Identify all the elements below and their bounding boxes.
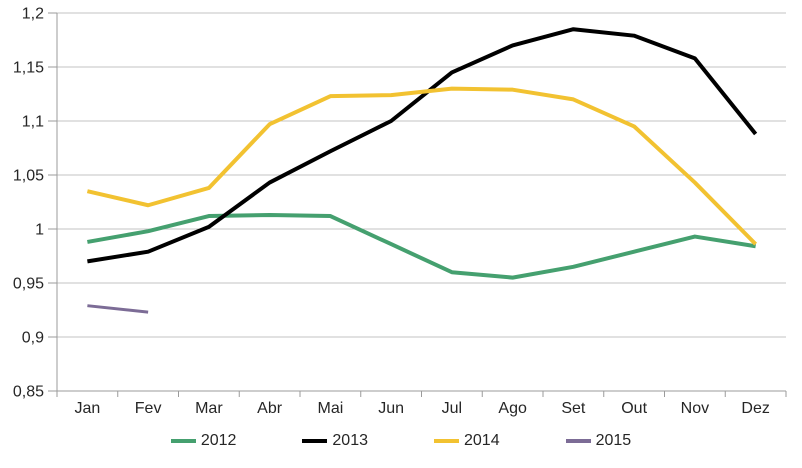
series-line-2015: [87, 304, 149, 314]
legend-label-2015: 2015: [595, 432, 632, 449]
legend-label-2014: 2014: [464, 432, 500, 449]
y-tick-label: 1,05: [13, 168, 44, 185]
x-tick-label: Jul: [442, 400, 462, 417]
plot-area: 1,2 1,15 1,1 1,05 1 0,95 0,9 0,85 Jan Fev Mar Abr Ma…: [13, 6, 787, 417]
series-line-2012: [87, 212, 756, 280]
legend-item-2013: 2013: [302, 431, 368, 451]
legend-item-2014: 2014: [434, 431, 500, 451]
chart-legend: 2012 2013 2014 2015: [0, 431, 802, 451]
legend-item-2015: 2015: [565, 431, 632, 451]
x-tick-label: Dez: [741, 400, 769, 417]
x-tick-label: Out: [621, 400, 647, 417]
x-tick-label: Set: [561, 400, 586, 417]
x-tick-label: Mai: [317, 400, 343, 417]
y-tick-label: 0,9: [22, 330, 44, 347]
y-tick-label: 1,2: [22, 6, 44, 23]
legend-marker-2015-icon: [565, 439, 591, 443]
legend-marker-2012-icon: [170, 439, 196, 443]
legend-item-2012: 2012: [170, 431, 237, 451]
y-tick-label: 1: [35, 222, 44, 239]
x-tick-label: Mar: [195, 400, 223, 417]
legend-marker-2013-icon: [302, 439, 328, 443]
x-tick-label: Abr: [257, 400, 283, 417]
y-tick-label: 0,95: [13, 276, 44, 293]
x-tick-label: Nov: [681, 400, 709, 417]
y-tick-label: 1,15: [13, 60, 44, 77]
x-tick-label: Jan: [74, 400, 100, 417]
x-tick-label: Jun: [378, 400, 404, 417]
y-tick-label: 1,1: [22, 114, 44, 131]
x-tick-label: Fev: [135, 400, 162, 417]
legend-label-2013: 2013: [332, 432, 368, 449]
x-tick-label: Ago: [498, 400, 527, 417]
series-line-2013: [87, 27, 758, 264]
y-tick-label: 0,85: [13, 384, 44, 401]
legend-label-2012: 2012: [200, 432, 237, 449]
series-line-2014: [86, 86, 758, 246]
legend-marker-2014-icon: [434, 439, 459, 443]
